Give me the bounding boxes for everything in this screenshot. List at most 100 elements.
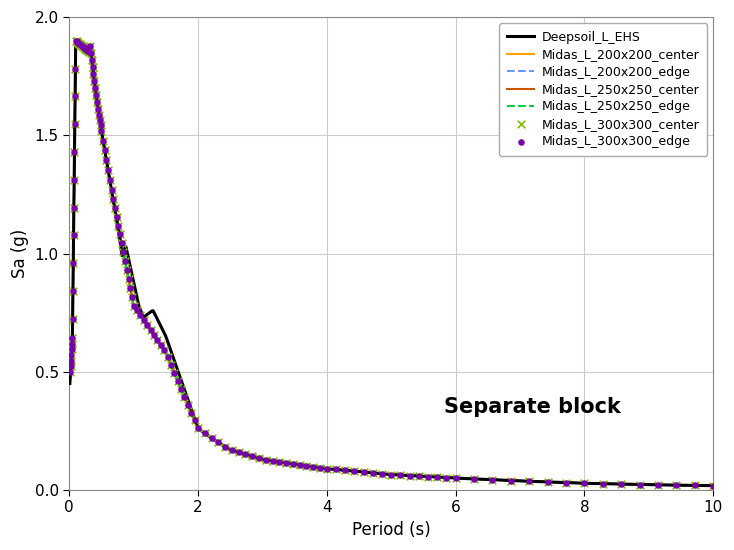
Midas_L_300x300_center — [78, 43, 90, 52]
Midas_L_300x300_edge — [123, 274, 134, 283]
Midas_L_300x300_edge — [189, 416, 200, 425]
X-axis label: Period (s): Period (s) — [352, 521, 431, 539]
Midas_L_200x200_center — [128, 296, 137, 303]
Midas_L_300x300_edge — [68, 203, 80, 212]
Midas_L_300x300_edge — [367, 469, 379, 477]
Midas_L_300x300_center — [86, 56, 98, 64]
Midas_L_300x300_center — [99, 146, 111, 155]
Midas_L_300x300_center — [450, 474, 462, 482]
Midas_L_300x300_edge — [73, 39, 84, 47]
Midas_L_300x300_center — [671, 481, 683, 490]
Midas_L_300x300_center — [349, 467, 360, 476]
Midas_L_300x300_edge — [88, 76, 100, 85]
Midas_L_300x300_center — [199, 429, 211, 438]
Midas_L_300x300_edge — [142, 321, 153, 330]
Midas_L_250x250_edge — [67, 353, 76, 360]
Midas_L_300x300_center — [117, 248, 129, 257]
Midas_L_300x300_center — [115, 230, 126, 239]
Midas_L_300x300_center — [65, 356, 77, 365]
Midas_L_300x300_center — [93, 111, 105, 119]
Midas_L_300x300_center — [109, 204, 121, 212]
Midas_L_300x300_center — [172, 376, 184, 385]
Midas_L_300x300_edge — [82, 47, 94, 56]
Midas_L_200x200_edge — [67, 353, 76, 360]
Midas_L_300x300_center — [126, 292, 138, 301]
Midas_L_300x300_edge — [523, 477, 535, 486]
Midas_L_300x300_center — [308, 462, 319, 471]
Midas_L_300x300_edge — [357, 468, 369, 476]
Midas_L_300x300_edge — [70, 36, 81, 45]
Midas_L_200x200_edge — [68, 288, 77, 294]
Midas_L_300x300_center — [73, 39, 84, 47]
Midas_L_300x300_edge — [233, 448, 244, 456]
Midas_L_300x300_center — [74, 40, 86, 49]
Midas_L_300x300_edge — [83, 47, 95, 56]
Midas_L_300x300_edge — [385, 470, 397, 479]
Midas_L_300x300_edge — [542, 477, 553, 486]
Midas_L_300x300_edge — [79, 45, 91, 53]
Midas_L_300x300_center — [90, 84, 101, 92]
Midas_L_300x300_center — [67, 287, 79, 295]
Midas_L_200x200_edge — [113, 216, 122, 223]
Midas_L_300x300_edge — [186, 408, 197, 417]
Midas_L_300x300_edge — [81, 46, 93, 55]
Midas_L_300x300_edge — [138, 316, 150, 325]
Midas_L_300x300_center — [542, 477, 553, 486]
Midas_L_300x300_center — [175, 384, 187, 393]
Midas_L_300x300_center — [116, 239, 128, 248]
Midas_L_250x250_edge — [95, 114, 103, 120]
Midas_L_300x300_edge — [109, 204, 121, 212]
Midas_L_300x300_edge — [124, 283, 136, 292]
Midas_L_300x300_edge — [671, 481, 683, 490]
Midas_L_300x300_center — [65, 351, 77, 360]
Midas_L_300x300_center — [597, 479, 608, 488]
Midas_L_300x300_center — [186, 408, 197, 417]
Midas_L_250x250_edge — [68, 288, 77, 294]
Midas_L_300x300_center — [70, 36, 81, 45]
Midas_L_300x300_edge — [67, 315, 79, 323]
Midas_L_300x300_center — [97, 136, 109, 145]
Line: Midas_L_200x200_edge: Midas_L_200x200_edge — [70, 41, 713, 486]
Midas_L_300x300_center — [77, 42, 89, 51]
Midas_L_300x300_center — [121, 266, 133, 274]
Midas_L_300x300_edge — [280, 458, 292, 467]
Midas_L_300x300_edge — [115, 230, 126, 239]
Midas_L_300x300_center — [142, 321, 153, 330]
Midas_L_300x300_center — [73, 39, 85, 48]
Midas_L_300x300_edge — [68, 175, 80, 184]
Midas_L_300x300_center — [260, 455, 272, 464]
Midas_L_300x300_center — [321, 464, 333, 473]
Midas_L_300x300_edge — [97, 136, 109, 145]
Midas_L_300x300_center — [68, 259, 79, 268]
Midas_L_300x300_center — [68, 203, 80, 212]
Midas_L_300x300_edge — [116, 239, 128, 248]
Midas_L_300x300_center — [189, 416, 200, 425]
Midas_L_300x300_center — [107, 195, 119, 204]
Midas_L_300x300_edge — [247, 452, 258, 460]
Midas_L_300x300_edge — [95, 126, 107, 135]
Midas_L_300x300_center — [81, 45, 92, 54]
Midas_L_300x300_center — [83, 47, 95, 56]
Midas_L_300x300_edge — [212, 438, 224, 447]
Midas_L_250x250_edge — [709, 482, 718, 489]
Midas_L_200x200_center — [352, 468, 360, 475]
Midas_L_300x300_edge — [578, 479, 590, 488]
Midas_L_300x300_center — [219, 442, 231, 451]
Midas_L_300x300_center — [124, 283, 136, 292]
Midas_L_300x300_center — [87, 69, 99, 78]
Midas_L_300x300_edge — [689, 481, 701, 490]
Midas_L_300x300_edge — [226, 446, 238, 455]
Midas_L_250x250_center — [95, 114, 103, 120]
Midas_L_200x200_center — [65, 380, 74, 387]
Midas_L_250x250_center — [71, 37, 80, 44]
Line: Midas_L_250x250_center: Midas_L_250x250_center — [70, 41, 713, 486]
Midas_L_300x300_center — [66, 345, 78, 354]
Midas_L_300x300_edge — [106, 185, 117, 194]
Midas_L_300x300_edge — [126, 292, 138, 301]
Midas_L_300x300_center — [633, 480, 645, 489]
Midas_L_300x300_center — [367, 469, 379, 477]
Midas_L_300x300_center — [68, 147, 80, 156]
Midas_L_300x300_center — [274, 457, 286, 466]
Midas_L_250x250_edge — [71, 37, 80, 44]
Midas_L_200x200_edge — [95, 114, 103, 120]
